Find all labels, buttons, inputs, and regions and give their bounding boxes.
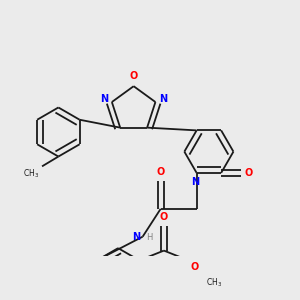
Text: N: N: [191, 177, 199, 187]
Text: N: N: [159, 94, 167, 104]
Text: N: N: [132, 232, 140, 242]
Text: CH$_3$: CH$_3$: [206, 277, 223, 289]
Text: H: H: [147, 233, 153, 242]
Text: CH$_3$: CH$_3$: [23, 168, 39, 181]
Text: O: O: [157, 167, 165, 177]
Text: O: O: [160, 212, 168, 222]
Text: O: O: [130, 71, 138, 81]
Text: O: O: [245, 168, 253, 178]
Text: N: N: [100, 94, 108, 104]
Text: O: O: [190, 262, 198, 272]
